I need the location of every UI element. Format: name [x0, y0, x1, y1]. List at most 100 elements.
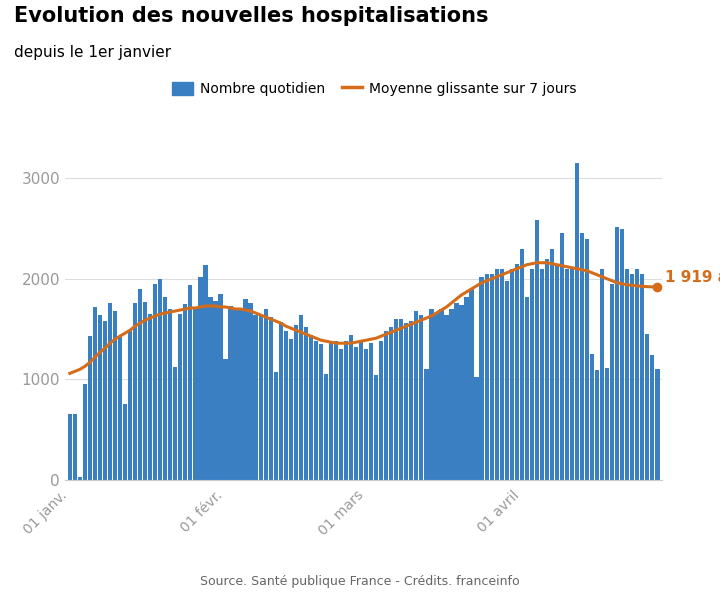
Bar	[615, 227, 619, 480]
Bar	[93, 307, 97, 480]
Bar	[419, 315, 423, 480]
Bar	[580, 233, 584, 480]
Bar	[434, 313, 438, 480]
Bar	[354, 347, 359, 480]
Bar	[173, 367, 177, 480]
Bar	[238, 309, 243, 480]
Bar	[108, 303, 112, 480]
Bar	[113, 311, 117, 480]
Bar	[299, 315, 303, 480]
Bar	[515, 264, 519, 480]
Bar	[605, 368, 609, 480]
Bar	[429, 309, 433, 480]
Bar	[138, 289, 143, 480]
Bar	[399, 319, 403, 480]
Bar	[183, 304, 187, 480]
Bar	[143, 302, 148, 480]
Text: Source. Santé publique France - Crédits. franceinfo: Source. Santé publique France - Crédits.…	[200, 575, 520, 588]
Bar	[625, 269, 629, 480]
Bar	[600, 269, 604, 480]
Bar	[650, 355, 654, 480]
Bar	[319, 344, 323, 480]
Bar	[188, 285, 192, 480]
Bar	[68, 413, 72, 480]
Bar	[590, 354, 594, 480]
Bar	[123, 404, 127, 480]
Bar	[314, 341, 318, 480]
Bar	[78, 477, 82, 480]
Bar	[128, 331, 132, 480]
Bar	[645, 334, 649, 480]
Bar	[329, 343, 333, 480]
Bar	[218, 294, 222, 480]
Bar	[459, 305, 464, 480]
Bar	[414, 311, 418, 480]
Bar	[640, 274, 644, 480]
Bar	[374, 376, 378, 480]
Bar	[500, 269, 504, 480]
Bar	[439, 309, 444, 480]
Bar	[585, 239, 589, 480]
Bar	[474, 377, 479, 480]
Bar	[248, 303, 253, 480]
Bar	[490, 274, 494, 480]
Bar	[359, 341, 363, 480]
Bar	[449, 309, 454, 480]
Bar	[620, 229, 624, 480]
Bar	[223, 359, 228, 480]
Bar	[264, 309, 268, 480]
Bar	[304, 327, 308, 480]
Bar	[228, 306, 233, 480]
Text: Evolution des nouvelles hospitalisations: Evolution des nouvelles hospitalisations	[14, 6, 489, 26]
Bar	[158, 279, 162, 480]
Bar	[349, 335, 354, 480]
Bar	[404, 323, 408, 480]
Bar	[339, 349, 343, 480]
Bar	[384, 331, 388, 480]
Bar	[525, 297, 529, 480]
Bar	[635, 269, 639, 480]
Bar	[198, 277, 202, 480]
Bar	[389, 327, 393, 480]
Bar	[274, 373, 278, 480]
Bar	[379, 341, 383, 480]
Bar	[289, 339, 293, 480]
Bar	[163, 297, 167, 480]
Bar	[269, 317, 273, 480]
Bar	[364, 349, 368, 480]
Bar	[409, 321, 413, 480]
Bar	[655, 370, 660, 480]
Bar	[279, 322, 283, 480]
Bar	[168, 309, 172, 480]
Bar	[485, 274, 489, 480]
Bar	[540, 269, 544, 480]
Bar	[324, 374, 328, 480]
Bar	[284, 331, 288, 480]
Bar	[570, 269, 574, 480]
Bar	[565, 269, 569, 480]
Legend: Nombre quotidien, Moyenne glissante sur 7 jours: Nombre quotidien, Moyenne glissante sur …	[166, 76, 582, 101]
Bar	[545, 259, 549, 480]
Bar	[610, 284, 614, 480]
Bar	[213, 301, 217, 480]
Bar	[555, 264, 559, 480]
Bar	[394, 319, 398, 480]
Bar	[469, 289, 474, 480]
Bar	[148, 314, 153, 480]
Bar	[233, 309, 238, 480]
Bar	[595, 370, 599, 480]
Bar	[560, 233, 564, 480]
Bar	[424, 370, 428, 480]
Bar	[103, 321, 107, 480]
Bar	[535, 220, 539, 480]
Bar	[253, 315, 258, 480]
Bar	[294, 325, 298, 480]
Bar	[344, 341, 348, 480]
Bar	[153, 284, 158, 480]
Bar	[83, 385, 87, 480]
Bar	[495, 269, 499, 480]
Bar	[505, 281, 509, 480]
Bar	[133, 303, 138, 480]
Bar	[480, 277, 484, 480]
Bar	[208, 297, 212, 480]
